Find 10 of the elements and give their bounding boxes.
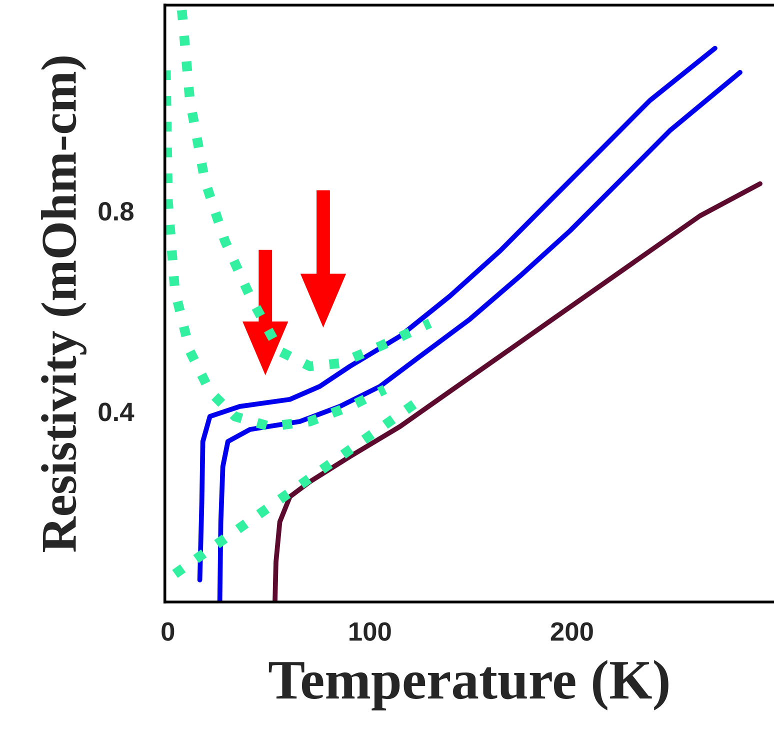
y-tick-label: 0.8 bbox=[98, 202, 134, 221]
x-tick-label: 0 bbox=[162, 622, 174, 641]
line-series bbox=[217, 70, 742, 602]
line-series bbox=[272, 181, 762, 602]
x-tick-label: 100 bbox=[350, 622, 391, 641]
x-tick-label: 200 bbox=[550, 622, 593, 641]
y-tick-label: 0.4 bbox=[98, 402, 134, 422]
line-series bbox=[197, 46, 718, 582]
x-axis-title: Temperature (K) bbox=[268, 660, 668, 710]
y-axis-title: Resistivity (mOhm-cm) bbox=[41, 56, 87, 552]
